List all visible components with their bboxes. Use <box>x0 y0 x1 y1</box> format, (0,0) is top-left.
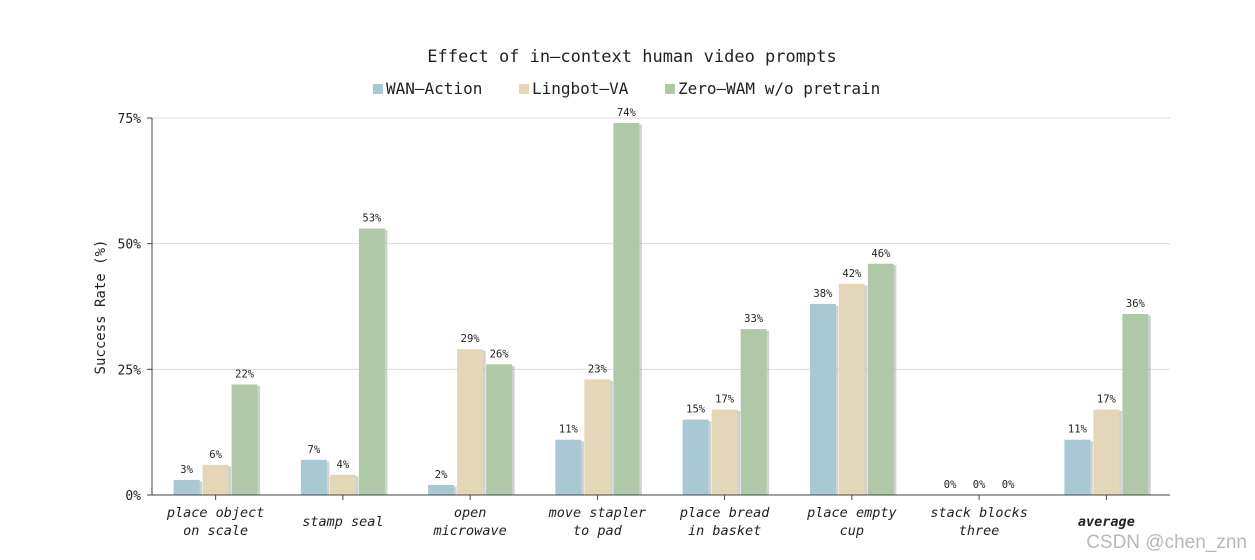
data-label: 36% <box>1126 298 1146 310</box>
y-tick-label: 75% <box>118 112 142 127</box>
data-label: 7% <box>308 444 321 456</box>
data-label: 38% <box>813 288 833 300</box>
legend-swatch <box>665 84 675 94</box>
x-tick-label: microwave <box>433 523 507 539</box>
data-label: 33% <box>744 313 764 325</box>
legend-label: WAN–Action <box>386 79 482 98</box>
data-label: 11% <box>1068 424 1088 436</box>
data-label: 29% <box>461 333 481 345</box>
data-label: 46% <box>871 248 891 260</box>
bar <box>867 263 894 495</box>
bar <box>682 419 709 495</box>
bars: 3% 6% 22% 7% 4% 53% 2% 29% 26% 11% 23% 74% 15% 17% 33%… <box>173 107 1151 495</box>
data-label: 11% <box>559 424 579 436</box>
data-label: 17% <box>715 394 735 406</box>
data-label: 2% <box>435 469 448 481</box>
x-tick-label: three <box>959 523 1000 539</box>
x-tick-label: in basket <box>688 523 761 539</box>
data-label: 0% <box>973 479 986 491</box>
data-label: 53% <box>362 213 382 225</box>
bar <box>231 384 258 495</box>
x-tick-label: move stapler <box>548 505 647 521</box>
y-axis-label: Success Rate (%) <box>93 240 109 375</box>
x-tick-label: to pad <box>573 523 623 539</box>
bar <box>358 228 385 495</box>
bar <box>838 283 865 495</box>
y-axis: 0% 25% 50% 75% <box>118 112 153 504</box>
data-label: 42% <box>842 268 862 280</box>
bar <box>1093 409 1120 495</box>
bar <box>457 349 484 495</box>
legend: WAN–Action Lingbot–VA Zero–WAM w/o pretrai… <box>373 79 880 98</box>
y-tick-label: 25% <box>118 363 142 378</box>
data-label: 4% <box>337 459 350 471</box>
watermark: CSDN @chen_znn <box>1086 532 1247 553</box>
x-tick-label: stamp seal <box>302 514 383 530</box>
y-tick-label: 0% <box>125 489 141 504</box>
x-tick-label: on scale <box>183 523 248 539</box>
data-label: 22% <box>235 368 255 380</box>
legend-swatch <box>373 84 383 94</box>
bar <box>202 464 229 495</box>
bar <box>740 329 767 495</box>
x-tick-label: average <box>1078 514 1135 530</box>
data-label: 17% <box>1097 394 1117 406</box>
chart-title: Effect of in–context human video prompts <box>427 47 836 67</box>
bar <box>555 439 582 495</box>
bar <box>1064 439 1091 495</box>
data-label: 26% <box>490 348 510 360</box>
data-label: 74% <box>617 107 637 119</box>
bar <box>1122 314 1149 495</box>
bar <box>329 474 356 495</box>
bar <box>486 364 513 495</box>
data-label: 15% <box>686 404 706 416</box>
bar <box>584 379 611 495</box>
bar <box>711 409 738 495</box>
bar <box>428 484 455 495</box>
data-label: 3% <box>180 464 193 476</box>
x-tick-label: cup <box>840 523 864 539</box>
data-label: 23% <box>588 363 608 375</box>
data-label: 0% <box>1002 479 1015 491</box>
data-label: 6% <box>209 449 222 461</box>
x-tick-label: place bread <box>679 505 770 521</box>
x-tick-label: stack blocks <box>930 505 1028 521</box>
x-tick-label: place empty <box>806 505 897 521</box>
x-tick-label: place object <box>166 505 265 521</box>
legend-label: Zero–WAM w/o pretrain <box>678 79 880 98</box>
x-tick-label: open <box>454 505 487 521</box>
bar <box>809 303 836 495</box>
legend-swatch <box>519 84 529 94</box>
y-tick-label: 50% <box>118 238 142 253</box>
legend-label: Lingbot–VA <box>532 79 629 98</box>
bar <box>300 459 327 495</box>
x-axis: place object on scale stamp seal open microw… <box>152 494 1170 539</box>
bar <box>613 123 640 495</box>
grid-lines <box>152 117 1170 496</box>
bar <box>173 479 200 495</box>
data-label: 0% <box>944 479 957 491</box>
